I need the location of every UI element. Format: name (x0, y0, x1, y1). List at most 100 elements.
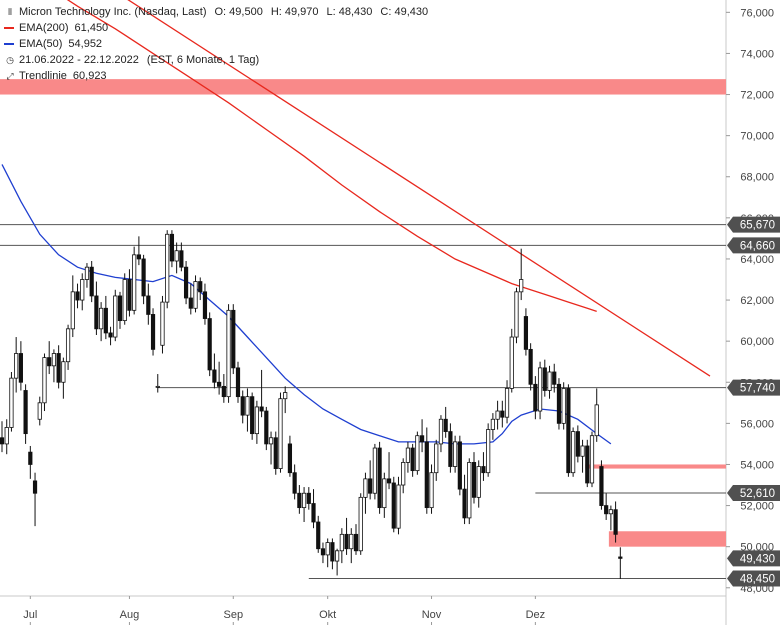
candle-body (99, 307, 104, 330)
y-tick-label: 68,000 (740, 172, 774, 184)
legend-ema50[interactable]: EMA(50) 54,952 (4, 36, 428, 52)
candle-body (292, 472, 297, 494)
candle-body (500, 410, 505, 418)
high-value: H: 49,970 (270, 6, 319, 18)
x-tick-label: Aug (120, 609, 140, 621)
close-value: C: 49,430 (380, 6, 429, 18)
hline-price-tag-bg (727, 216, 780, 233)
candle-body (429, 472, 434, 509)
candle-body (443, 418, 448, 432)
clock-icon: ◷ (6, 55, 14, 65)
ema200-value: 61,450 (74, 22, 109, 34)
y-tick-label: 52,000 (740, 501, 774, 513)
candles-icon: ⫴ (8, 7, 12, 17)
candle-body (349, 533, 354, 550)
candle-body (556, 383, 562, 424)
candle-body (509, 336, 514, 389)
candle-body (127, 279, 132, 311)
candle-body (561, 388, 566, 424)
candle-body (259, 406, 264, 412)
candle-body (278, 398, 283, 469)
chart-grid (0, 0, 727, 625)
candle-body (202, 291, 208, 319)
open-value: O: 49,500 (214, 6, 263, 18)
y-tick-label: 60,000 (740, 336, 774, 348)
hline-price-tag-bg (727, 570, 780, 587)
candle-body (231, 309, 236, 369)
candle-body (32, 480, 38, 494)
candle-body (344, 533, 349, 550)
candle-body (537, 367, 543, 412)
candle-body (136, 254, 141, 260)
candle-body (575, 431, 580, 457)
candle-body (320, 548, 326, 556)
candle-body (150, 314, 156, 350)
candle-body (221, 385, 226, 398)
candle-body (103, 307, 108, 334)
candle-body (113, 295, 118, 338)
candle-body (14, 353, 19, 379)
candle-body (467, 462, 472, 519)
zone-1 (585, 464, 726, 469)
candle-body (401, 462, 406, 486)
candle-body (405, 447, 411, 463)
candle-body (297, 492, 302, 509)
low-value: L: 48,430 (326, 6, 373, 18)
candle-body (514, 291, 519, 338)
candle-body (84, 266, 90, 280)
x-tick-label: Jul (23, 609, 37, 621)
candle-body (495, 410, 500, 420)
candle-body (330, 542, 335, 562)
candle-body (174, 250, 179, 262)
zone-2 (608, 531, 726, 547)
candle-body (448, 431, 453, 467)
hline-price-tag: 57,740 (740, 383, 775, 395)
y-tick-label: 72,000 (740, 90, 774, 102)
candle-body (37, 402, 42, 420)
y-tick-label: 56,000 (740, 418, 774, 430)
candle-body (533, 383, 538, 412)
candle-body (132, 254, 137, 311)
candle-body (0, 437, 5, 445)
candle-body (471, 462, 477, 498)
hline-price-tag-bg (727, 237, 780, 254)
candle-body (42, 357, 47, 404)
candle-body (391, 482, 396, 529)
candle-body (9, 377, 14, 428)
candle-body (193, 281, 198, 309)
ema50-label: EMA(50) (19, 38, 63, 50)
candle-body (169, 233, 175, 262)
candle-body (80, 279, 85, 301)
candle-body (212, 369, 217, 383)
candle-body (254, 406, 259, 435)
candle-body (415, 435, 420, 472)
candle-body (618, 556, 623, 559)
legend-ema200[interactable]: EMA(200) 61,450 (4, 20, 428, 36)
trendline-icon: ⤢ (6, 71, 14, 81)
range-detail: (EST, 6 Monate, 1 Tag) (146, 54, 260, 66)
hline-price-tag-bg (727, 379, 780, 396)
candle-body (240, 396, 245, 416)
ema200-line (66, 0, 597, 313)
candle-body (146, 295, 151, 315)
legend-trendline[interactable]: ⤢ Trendlinie 60,923 (4, 68, 428, 84)
y-tick-label: 70,000 (740, 131, 774, 143)
candle-body (122, 279, 127, 322)
candle-body (566, 388, 571, 474)
candle-body (594, 404, 599, 437)
candle-body (188, 297, 193, 309)
candle-body (585, 445, 590, 484)
date-range: 21.06.2022 - 22.12.2022 (19, 54, 139, 66)
candle-body (301, 492, 307, 509)
hline-price-tag: 65,670 (740, 220, 775, 232)
candle-body (217, 381, 222, 387)
candle-body (179, 250, 184, 268)
candle-body (65, 328, 71, 363)
candle-body (316, 521, 321, 550)
ema50-value: 54,952 (68, 38, 103, 50)
ema50-swatch (4, 43, 14, 45)
candle-body (75, 291, 80, 301)
candle-body (486, 429, 491, 474)
candle-body (453, 441, 458, 467)
